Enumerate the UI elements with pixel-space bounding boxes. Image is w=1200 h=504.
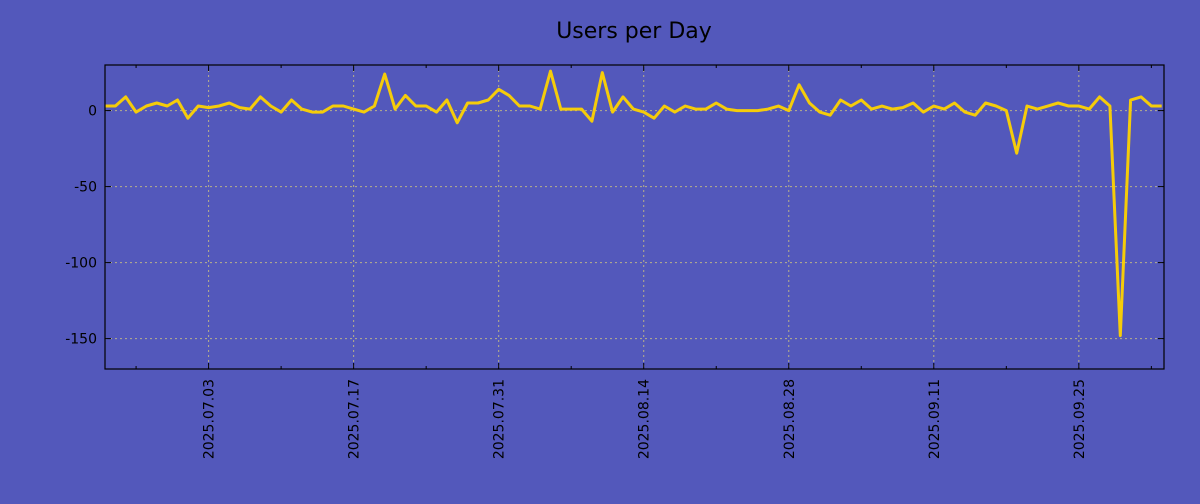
y-tick-label: -100 (65, 256, 97, 272)
axis-ticks: 0 -50 -100 -150 2025.07.03 2025.07.17 2025.07.… (65, 65, 1164, 459)
x-tick-label: 2025.08.28 (782, 379, 798, 459)
series-line (105, 71, 1162, 336)
x-tick-label: 2025.09.25 (1072, 379, 1088, 459)
x-tick-label: 2025.07.31 (492, 379, 508, 459)
x-tick-label: 2025.08.14 (637, 379, 653, 459)
chart-title: Users per Day (556, 19, 712, 44)
x-tick-label: 2025.07.03 (202, 379, 218, 459)
y-tick-label: -150 (65, 332, 97, 348)
x-tick-label: 2025.07.17 (347, 379, 363, 459)
y-tick-label: -50 (74, 180, 97, 196)
x-tick-label: 2025.09.11 (927, 379, 943, 459)
y-tick-label: 0 (88, 104, 97, 120)
series-layer (105, 71, 1162, 336)
